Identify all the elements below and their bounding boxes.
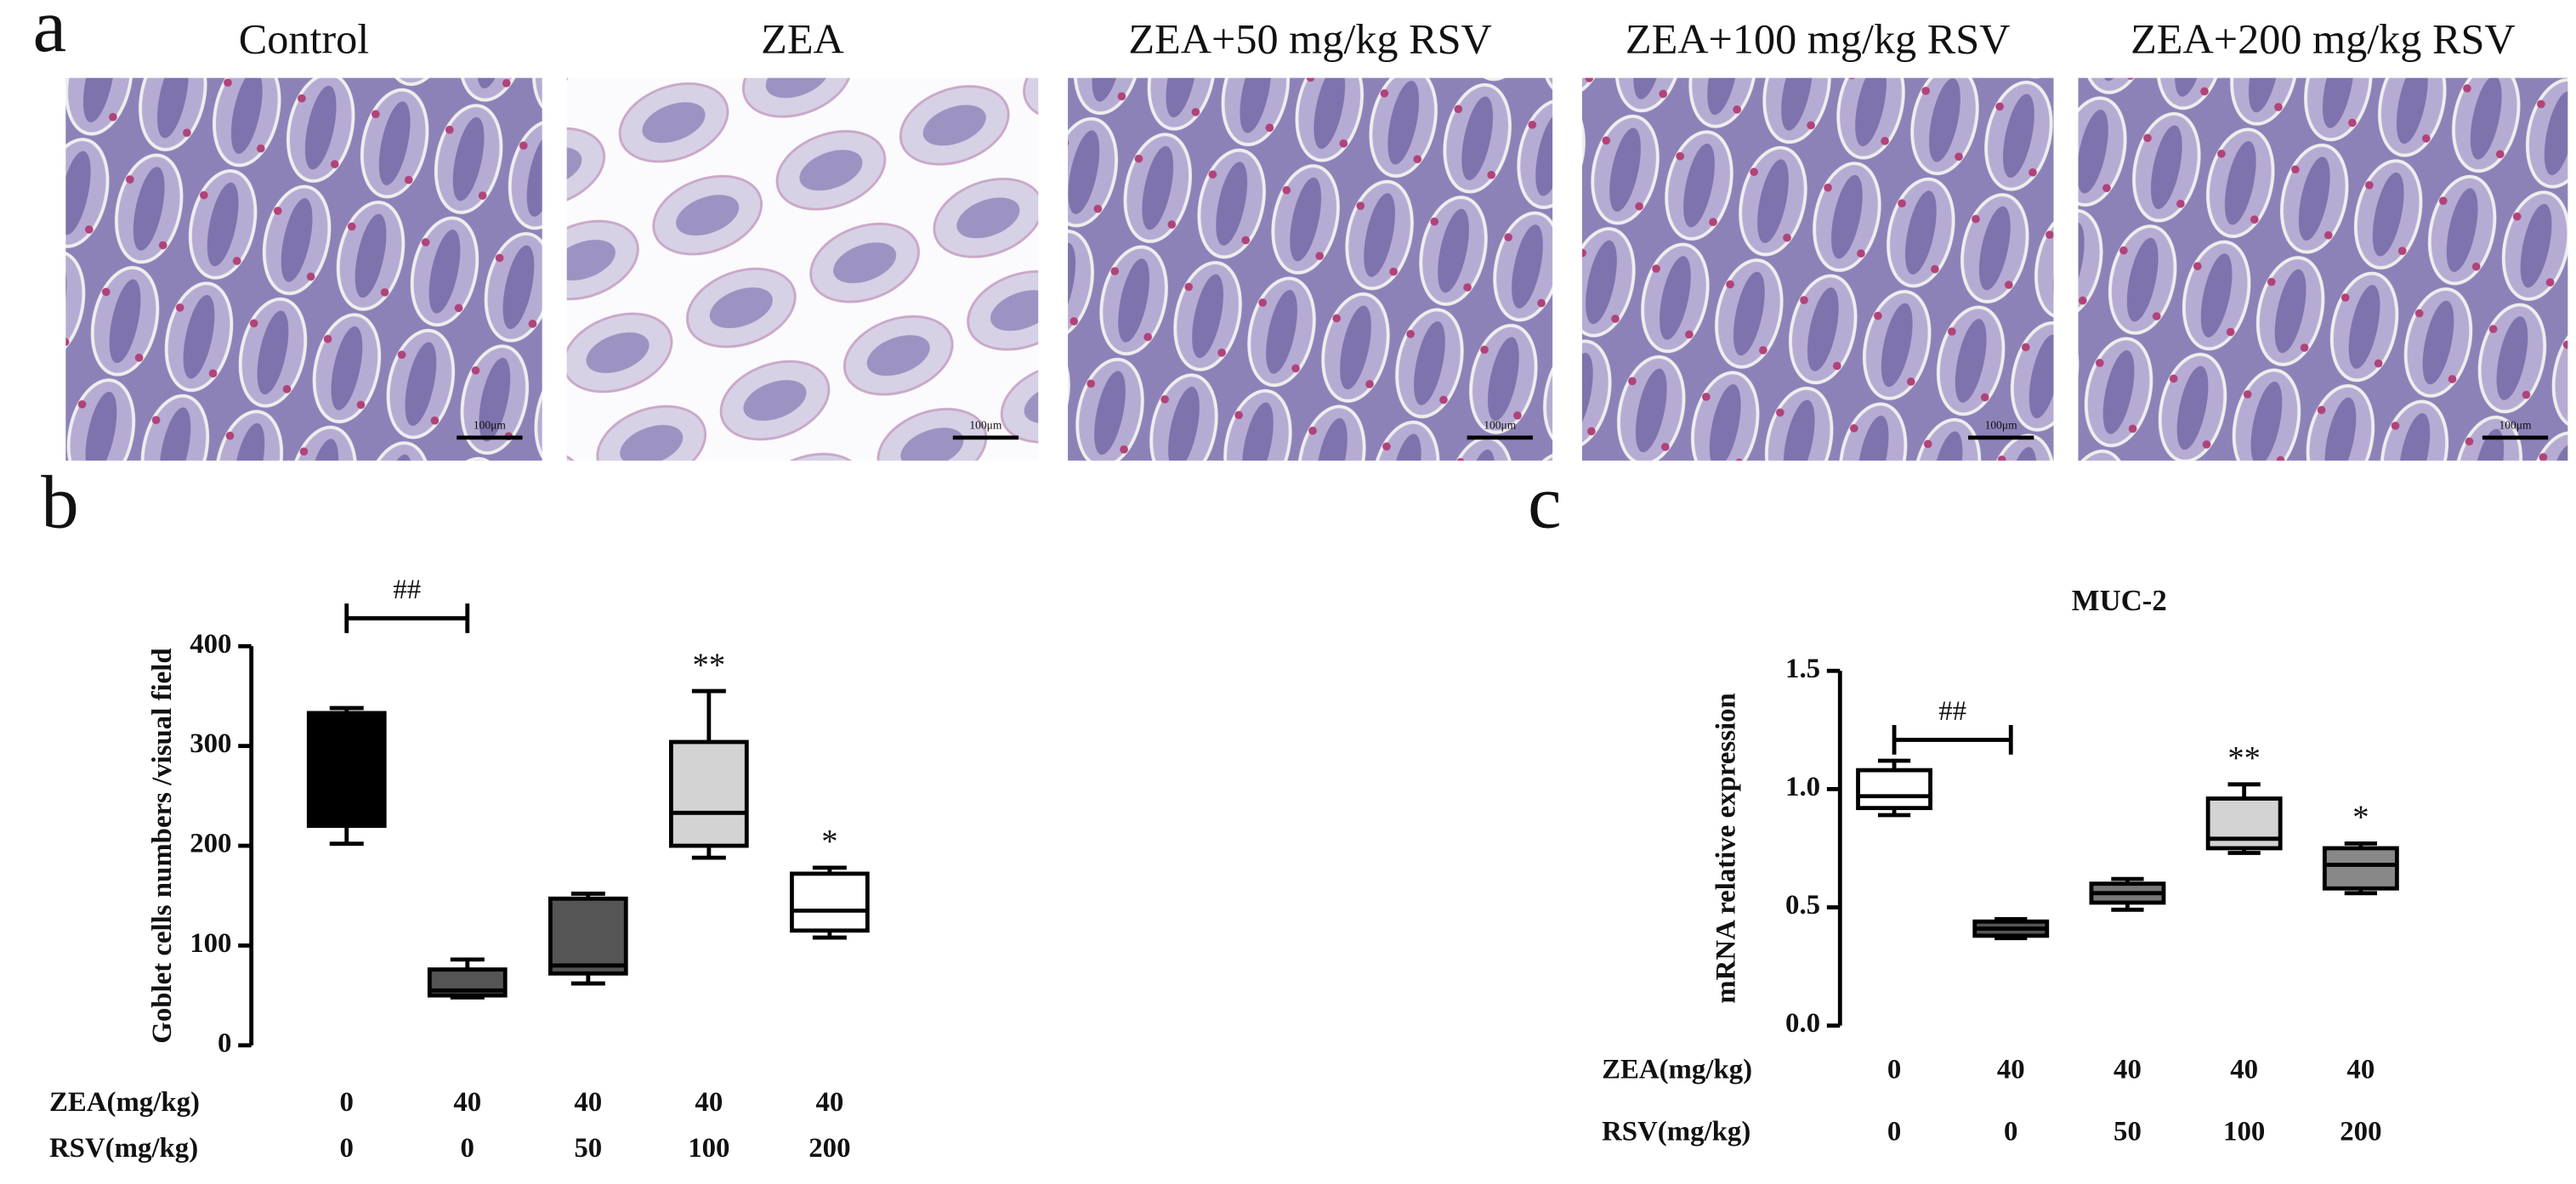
scale-bar-label: 100μm xyxy=(474,418,507,431)
y-tick-label: 1.0 xyxy=(1785,772,1820,802)
micrograph xyxy=(1581,77,2054,461)
image-title: ZEA xyxy=(761,15,844,63)
bracket-label: ## xyxy=(1938,696,1966,727)
row-value: 200 xyxy=(2340,1117,2381,1147)
row-value: 40 xyxy=(2346,1054,2375,1085)
y-axis-label: mRNA relative expression xyxy=(1711,693,1741,1003)
y-tick-label: 300 xyxy=(190,728,231,759)
row-value: 40 xyxy=(2230,1054,2258,1085)
image-title: Control xyxy=(239,15,369,63)
scale-bar-label: 100μm xyxy=(1484,418,1517,431)
y-tick-label: 0 xyxy=(218,1028,231,1058)
row-value: 0 xyxy=(2004,1117,2017,1147)
panel-label: b xyxy=(41,461,78,544)
box xyxy=(548,896,628,976)
scale-bar-label: 100μm xyxy=(1985,418,2018,431)
row-value: 0 xyxy=(340,1087,354,1118)
y-tick-label: 0.0 xyxy=(1785,1008,1820,1039)
y-tick-label: 0.5 xyxy=(1785,890,1820,921)
panel-label: a xyxy=(33,0,66,68)
y-tick-label: 200 xyxy=(190,829,231,859)
row-value: 40 xyxy=(1997,1054,2025,1085)
image-title: ZEA+50 mg/kg RSV xyxy=(1128,15,1491,63)
row-value: 40 xyxy=(574,1087,602,1118)
panel-label: c xyxy=(1528,461,1561,544)
row-value: 0 xyxy=(340,1133,354,1164)
row-label: ZEA(mg/kg) xyxy=(49,1087,200,1118)
row-value: 50 xyxy=(574,1133,602,1164)
micrographs xyxy=(65,77,2568,461)
micrograph xyxy=(566,77,1039,461)
micrograph xyxy=(2078,77,2568,461)
y-tick-label: 100 xyxy=(190,928,231,959)
row-value: 0 xyxy=(461,1133,474,1164)
row-value: 50 xyxy=(2114,1117,2142,1147)
significance: * xyxy=(2352,800,2369,836)
row-value: 100 xyxy=(2223,1117,2265,1147)
row-label: RSV(mg/kg) xyxy=(1602,1117,1750,1147)
y-tick-label: 400 xyxy=(190,629,231,660)
image-title: ZEA+100 mg/kg RSV xyxy=(1626,15,2011,63)
row-label: RSV(mg/kg) xyxy=(49,1133,198,1164)
row-value: 0 xyxy=(1887,1117,1901,1147)
row-label: ZEA(mg/kg) xyxy=(1602,1054,1752,1085)
row-value: 200 xyxy=(809,1133,850,1164)
box xyxy=(2322,846,2399,891)
chart-title: MUC-2 xyxy=(2072,584,2167,617)
bracket-label: ## xyxy=(393,575,421,605)
y-axis-label: Goblet cells numbers /visual field xyxy=(147,648,178,1043)
image-title: ZEA+200 mg/kg RSV xyxy=(2131,15,2516,63)
micrograph xyxy=(65,77,542,461)
micrograph xyxy=(1068,77,1553,461)
row-value: 0 xyxy=(1887,1054,1901,1085)
significance: ** xyxy=(2227,741,2261,777)
significance: ** xyxy=(693,648,726,683)
box xyxy=(306,711,387,828)
row-value: 40 xyxy=(815,1087,843,1118)
scale-bar-label: 100μm xyxy=(969,418,1002,431)
row-value: 40 xyxy=(695,1087,723,1118)
row-value: 40 xyxy=(453,1087,481,1118)
scale-bar-label: 100μm xyxy=(2499,418,2532,431)
y-tick-label: 1.5 xyxy=(1785,654,1820,684)
row-value: 40 xyxy=(2114,1054,2142,1085)
box xyxy=(668,739,749,848)
row-value: 100 xyxy=(688,1133,729,1164)
box xyxy=(790,871,870,933)
significance: * xyxy=(821,824,837,860)
box xyxy=(1856,768,1932,811)
